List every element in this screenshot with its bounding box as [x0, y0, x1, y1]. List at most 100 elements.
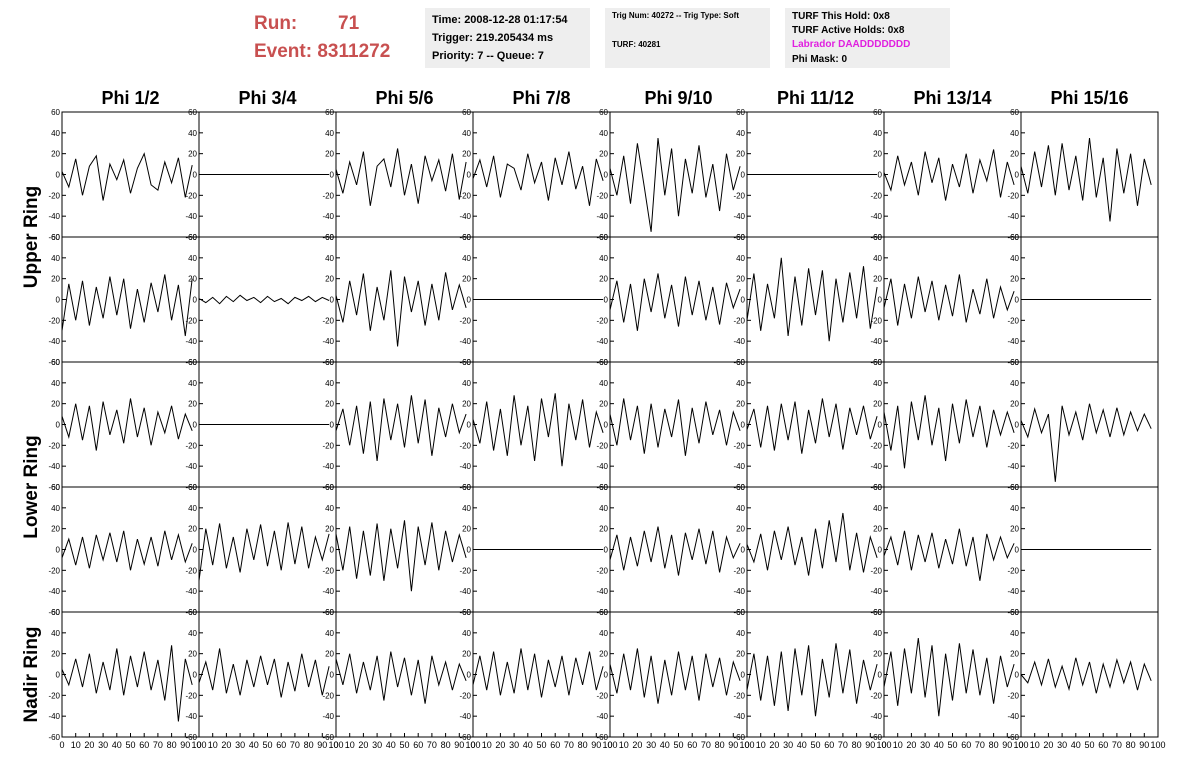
run-label: Run: [254, 13, 297, 34]
y-tick-label: 40 [188, 129, 197, 138]
x-tick-label: 10 [482, 740, 492, 750]
y-tick-label: 0 [56, 171, 61, 180]
y-tick-label: -60 [322, 733, 334, 742]
y-tick-label: 60 [188, 108, 197, 117]
y-tick-label: 40 [1010, 379, 1019, 388]
x-tick-label: 20 [1043, 740, 1053, 750]
y-tick-label: 60 [51, 608, 60, 617]
ring-label: Upper Ring [21, 186, 42, 288]
y-tick-label: 20 [462, 400, 471, 409]
y-tick-label: 20 [462, 275, 471, 284]
x-tick-label: 0 [744, 740, 749, 750]
y-tick-label: 20 [1010, 650, 1019, 659]
y-tick-label: 40 [325, 504, 334, 513]
y-tick-label: 40 [1010, 504, 1019, 513]
y-tick-label: 60 [599, 108, 608, 117]
y-tick-label: -40 [1007, 212, 1019, 221]
y-tick-label: -60 [48, 608, 60, 617]
waveform [472, 648, 604, 698]
y-tick-label: -20 [733, 316, 745, 325]
y-tick-label: 0 [330, 171, 335, 180]
y-tick-label: -40 [596, 462, 608, 471]
y-tick-label: -40 [48, 587, 60, 596]
y-tick-label: 0 [193, 421, 198, 430]
x-tick-label: 90 [591, 740, 601, 750]
y-tick-label: -40 [322, 337, 334, 346]
y-tick-label: 20 [599, 400, 608, 409]
y-tick-label: 0 [741, 421, 746, 430]
y-tick-label: 60 [599, 608, 608, 617]
waveform [198, 294, 330, 305]
x-tick-label: 30 [920, 740, 930, 750]
y-tick-label: -40 [459, 712, 471, 721]
y-tick-label: 0 [1015, 671, 1020, 680]
y-tick-label: 60 [325, 358, 334, 367]
y-tick-label: 60 [188, 608, 197, 617]
y-tick-label: -20 [322, 441, 334, 450]
info-text: TURF This Hold: 0x8 [792, 11, 890, 22]
y-tick-label: 60 [188, 358, 197, 367]
info-box [425, 8, 590, 68]
y-tick-label: -40 [322, 587, 334, 596]
x-tick-label: 80 [989, 740, 999, 750]
info-box [605, 8, 770, 68]
y-tick-label: 60 [1010, 233, 1019, 242]
y-tick-label: -40 [185, 712, 197, 721]
y-tick-label: -20 [48, 316, 60, 325]
info-text: Phi Mask: 0 [792, 54, 847, 65]
plots: Phi 1/2 Phi 3/4 Phi 5/6 Phi 7/8 Phi 9/10 Phi … [21, 88, 1166, 750]
y-tick-label: 40 [599, 379, 608, 388]
y-tick-label: -20 [733, 191, 745, 200]
y-tick-label: 0 [741, 171, 746, 180]
ring-label: Nadir Ring [21, 626, 42, 722]
y-tick-label: 60 [462, 233, 471, 242]
x-tick-label: 60 [550, 740, 560, 750]
x-tick-label: 70 [427, 740, 437, 750]
y-tick-label: 0 [741, 546, 746, 555]
y-tick-label: 40 [188, 504, 197, 513]
x-tick-label: 30 [372, 740, 382, 750]
y-tick-label: 40 [873, 504, 882, 513]
x-tick-label: 40 [386, 740, 396, 750]
y-tick-label: -40 [733, 587, 745, 596]
y-tick-label: -20 [459, 191, 471, 200]
y-tick-label: 60 [325, 483, 334, 492]
x-tick-label: 90 [454, 740, 464, 750]
y-tick-label: 60 [188, 233, 197, 242]
y-tick-label: 60 [736, 108, 745, 117]
waveform [1020, 403, 1152, 482]
y-tick-label: 20 [873, 400, 882, 409]
y-tick-label: 20 [325, 275, 334, 284]
x-tick-label: 10 [1030, 740, 1040, 750]
y-tick-label: 0 [193, 171, 198, 180]
y-tick-label: 0 [1015, 421, 1020, 430]
waveform [61, 152, 193, 201]
y-tick-label: -20 [1007, 566, 1019, 575]
y-tick-label: 20 [736, 400, 745, 409]
x-tick-label: 0 [607, 740, 612, 750]
info-text: Trig Num: 40272 -- Trig Type: Soft [612, 11, 739, 20]
column-header: Phi 7/8 [512, 88, 570, 108]
y-tick-label: 60 [599, 358, 608, 367]
y-tick-label: 20 [51, 275, 60, 284]
run-number: 71 [338, 13, 360, 34]
y-tick-label: 20 [736, 525, 745, 534]
y-tick-label: -20 [870, 566, 882, 575]
y-tick-label: -20 [322, 691, 334, 700]
y-tick-label: 60 [736, 608, 745, 617]
waveform [472, 393, 604, 467]
column-header: Phi 5/6 [375, 88, 433, 108]
y-tick-label: -40 [870, 212, 882, 221]
y-tick-label: -40 [870, 337, 882, 346]
y-tick-label: 60 [1010, 483, 1019, 492]
y-tick-label: 40 [873, 379, 882, 388]
y-tick-label: 0 [604, 671, 609, 680]
x-tick-label: 100 [739, 740, 754, 750]
y-tick-label: 40 [51, 129, 60, 138]
x-tick-label: 10 [756, 740, 766, 750]
y-tick-label: -60 [48, 733, 60, 742]
y-tick-label: -40 [48, 462, 60, 471]
y-tick-label: 40 [462, 629, 471, 638]
y-tick-label: -40 [459, 587, 471, 596]
